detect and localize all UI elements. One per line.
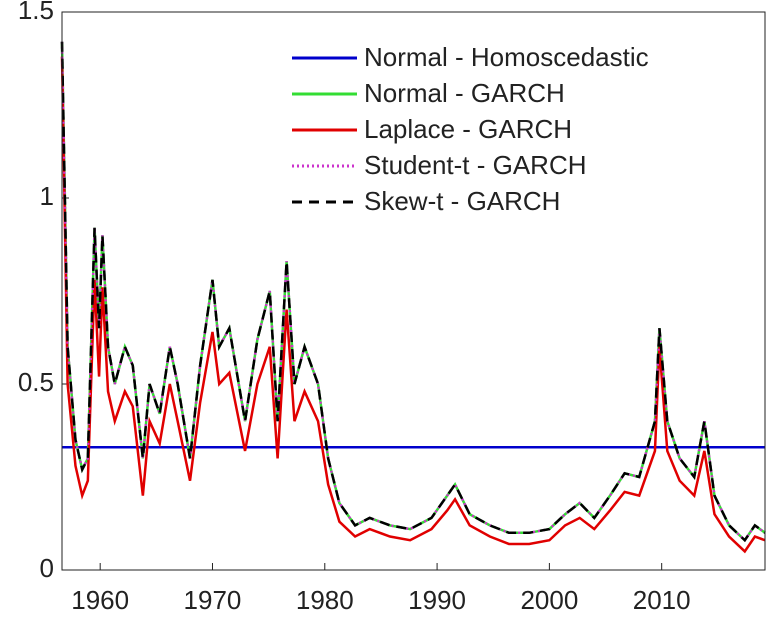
y-tick-label: 0 (40, 553, 54, 583)
legend-label: Normal - Homoscedastic (364, 42, 649, 72)
x-tick-label: 2000 (520, 585, 578, 615)
plot-frame (61, 11, 766, 571)
legend-label: Laplace - GARCH (364, 114, 572, 144)
x-tick-label: 1970 (184, 585, 242, 615)
y-tick-label: 1.5 (18, 0, 54, 25)
x-tick-label: 1980 (296, 585, 354, 615)
legend-label: Student-t - GARCH (364, 150, 587, 180)
x-tick-label: 1990 (408, 585, 466, 615)
y-tick-label: 0.5 (18, 367, 54, 397)
y-tick-label: 1 (40, 181, 54, 211)
x-tick-label: 1960 (71, 585, 129, 615)
x-tick-label: 2010 (633, 585, 691, 615)
legend-label: Skew-t - GARCH (364, 186, 560, 216)
series-line (60, 56, 766, 554)
legend-label: Normal - GARCH (364, 78, 565, 108)
series-line (60, 41, 766, 543)
